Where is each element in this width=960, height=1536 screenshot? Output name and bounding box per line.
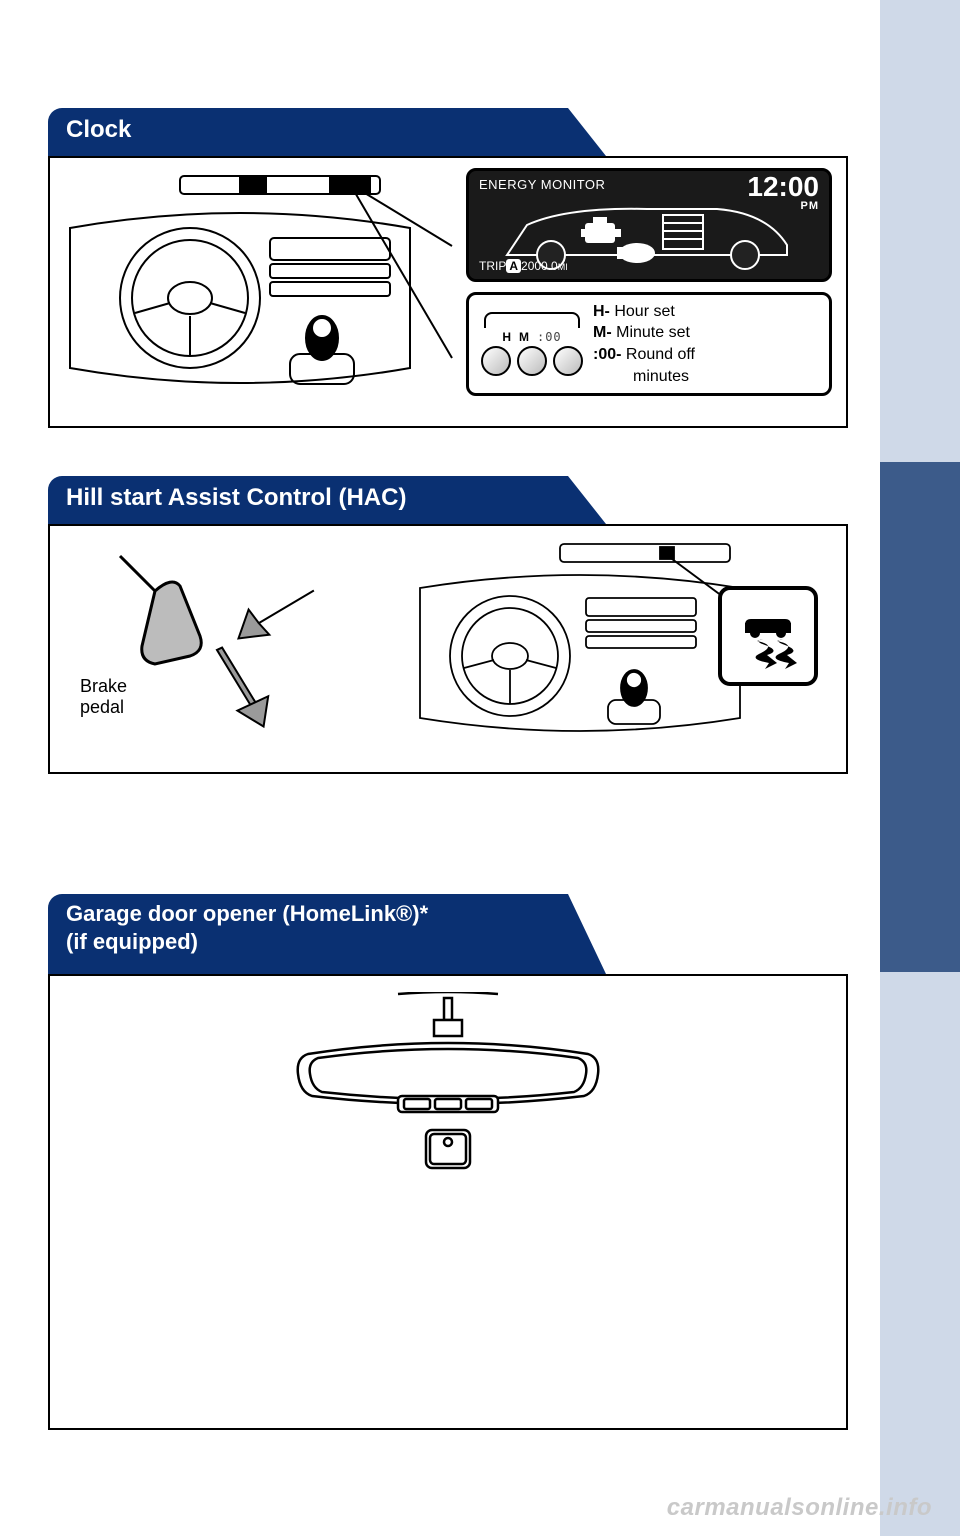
trip-readout: TRIPA2000.0MI [479, 259, 568, 273]
section-title-line2: (if equipped) [66, 928, 550, 956]
slip-indicator-icon [718, 586, 818, 686]
clock-controls-callout: H M :00 H- Hour set M- Minute set :00- R… [466, 292, 832, 396]
side-tab-3 [880, 972, 960, 1536]
section-header-garage: Garage door opener (HomeLink®)* (if equi… [48, 894, 568, 974]
section-title-line1: Garage door opener (HomeLink®)* [66, 900, 550, 928]
roundoff-knob [553, 346, 583, 376]
side-tab-1 [880, 0, 960, 462]
clock-section: ENERGY MONITOR 12:00 PM [48, 156, 848, 428]
hac-section: Brake pedal [48, 524, 848, 774]
garage-section [48, 974, 848, 1430]
minute-knob [517, 346, 547, 376]
m-label: M [519, 330, 529, 344]
side-tab-2-active [880, 462, 960, 972]
h-label: H [502, 330, 511, 344]
watermark: carmanualsonline.info [667, 1494, 932, 1522]
zero-label: :00 [537, 330, 562, 344]
section-header-clock: Clock [48, 108, 568, 156]
section-title: Hill start Assist Control (HAC) [66, 484, 406, 511]
energy-monitor-label: ENERGY MONITOR [479, 177, 605, 192]
section-header-hac: Hill start Assist Control (HAC) [48, 476, 568, 524]
section-title: Clock [66, 116, 131, 143]
side-tabs [880, 0, 960, 1536]
homelink-mirror-illustration [248, 992, 648, 1192]
energy-monitor-display: ENERGY MONITOR 12:00 PM [466, 168, 832, 282]
clock-legend: H- Hour set M- Minute set :00- Round off… [593, 301, 695, 387]
hour-knob [481, 346, 511, 376]
